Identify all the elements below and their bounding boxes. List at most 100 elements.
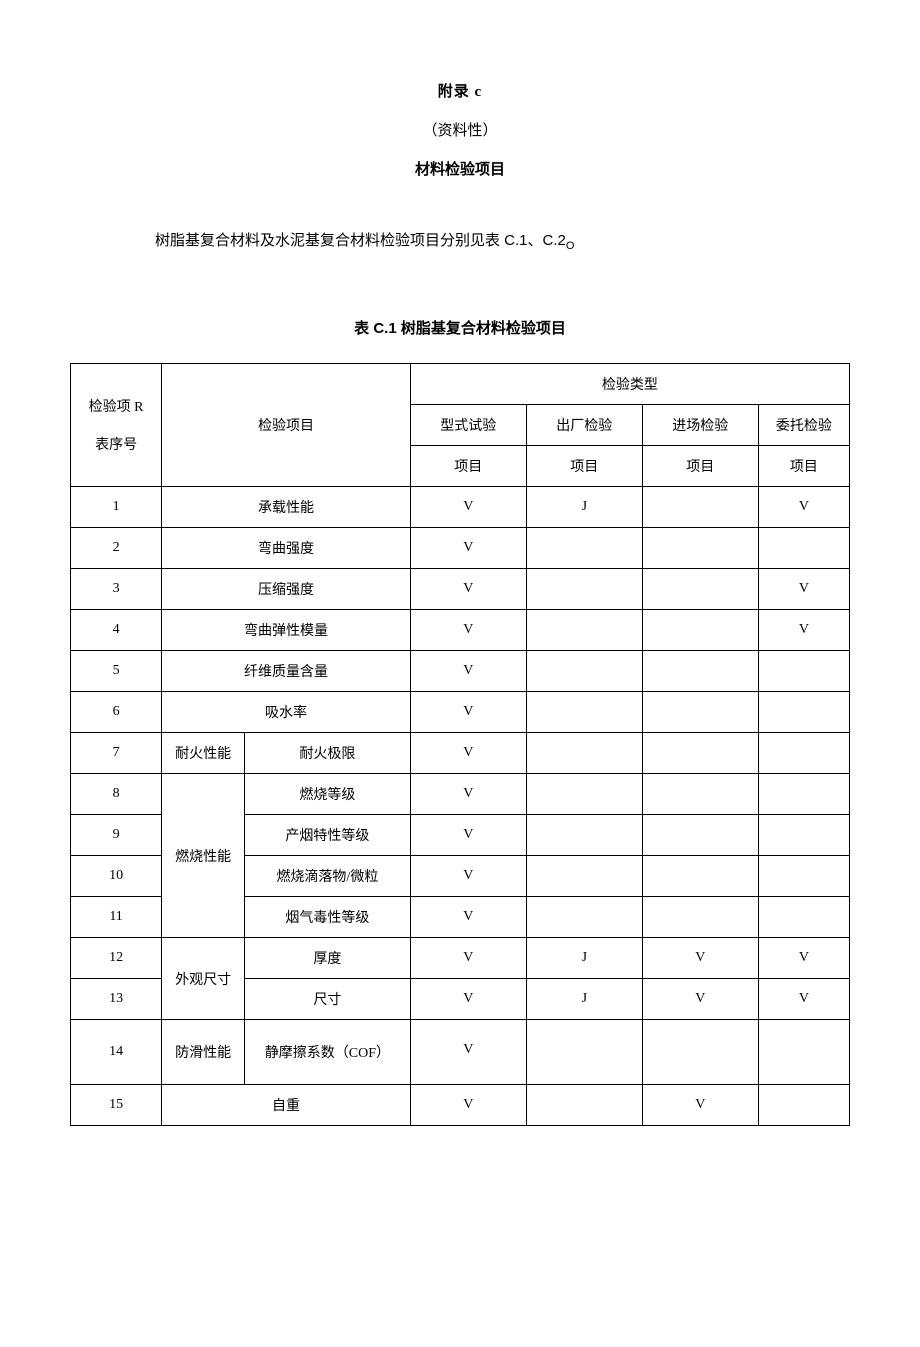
intro-paragraph: 树脂基复合材料及水泥基复合材料检验项目分别见表 C.1、C.2O <box>155 229 850 252</box>
cell-c4: V <box>758 569 849 610</box>
table-row: 1 承载性能 V J V <box>71 487 850 528</box>
cell-c4 <box>758 692 849 733</box>
cell-item: 耐火极限 <box>245 733 411 774</box>
cell-c3 <box>642 569 758 610</box>
header-seq: 检验项 R 表序号 <box>71 364 162 487</box>
table-row: 3 压缩强度 V V <box>71 569 850 610</box>
cell-item: 静摩擦系数（COF） <box>245 1020 411 1085</box>
cell-c4 <box>758 856 849 897</box>
cell-c3 <box>642 774 758 815</box>
cell-c3: V <box>642 938 758 979</box>
cell-item: 压缩强度 <box>162 569 411 610</box>
cell-c4 <box>758 733 849 774</box>
header-col2-line1: 出厂检验 <box>526 405 642 446</box>
cell-seq: 7 <box>71 733 162 774</box>
cell-c1: V <box>410 733 526 774</box>
cell-seq: 13 <box>71 979 162 1020</box>
cell-c4: V <box>758 487 849 528</box>
cell-group: 耐火性能 <box>162 733 245 774</box>
cell-c1: V <box>410 651 526 692</box>
cell-c4 <box>758 897 849 938</box>
header-col1-line2: 项目 <box>410 446 526 487</box>
cell-seq: 10 <box>71 856 162 897</box>
cell-c2 <box>526 651 642 692</box>
cell-c1: V <box>410 610 526 651</box>
cell-c4 <box>758 1020 849 1085</box>
cell-c2 <box>526 1085 642 1126</box>
section-title: 材料检验项目 <box>70 158 850 179</box>
cell-c3 <box>642 528 758 569</box>
cell-seq: 12 <box>71 938 162 979</box>
cell-c2: J <box>526 487 642 528</box>
cell-c3: V <box>642 1085 758 1126</box>
cell-item: 燃烧滴落物/微粒 <box>245 856 411 897</box>
table-row: 4 弯曲弹性模量 V V <box>71 610 850 651</box>
header-seq-line2: 表序号 <box>75 434 157 454</box>
header-col1-line1: 型式试验 <box>410 405 526 446</box>
cell-c2 <box>526 897 642 938</box>
header-col4-line1: 委托检验 <box>758 405 849 446</box>
cell-seq: 14 <box>71 1020 162 1085</box>
cell-c3 <box>642 897 758 938</box>
cell-c1: V <box>410 569 526 610</box>
cell-c3: V <box>642 979 758 1020</box>
cell-c1: V <box>410 938 526 979</box>
cell-c3 <box>642 1020 758 1085</box>
cell-seq: 9 <box>71 815 162 856</box>
intro-text-main: 树脂基复合材料及水泥基复合材料检验项目分别见表 C.1、C.2 <box>155 232 566 249</box>
cell-c1: V <box>410 528 526 569</box>
cell-seq: 4 <box>71 610 162 651</box>
cell-c4: V <box>758 979 849 1020</box>
cell-group: 燃烧性能 <box>162 774 245 938</box>
cell-c3 <box>642 610 758 651</box>
cell-c1: V <box>410 897 526 938</box>
cell-c2 <box>526 528 642 569</box>
cell-c3 <box>642 815 758 856</box>
cell-group: 防滑性能 <box>162 1020 245 1085</box>
cell-c4 <box>758 774 849 815</box>
header-seq-line1: 检验项 R <box>75 396 157 416</box>
cell-item: 吸水率 <box>162 692 411 733</box>
intro-text-sub: O <box>566 240 575 252</box>
cell-item: 尺寸 <box>245 979 411 1020</box>
cell-c2 <box>526 815 642 856</box>
cell-c1: V <box>410 692 526 733</box>
cell-c2 <box>526 569 642 610</box>
table-row: 6 吸水率 V <box>71 692 850 733</box>
cell-c3 <box>642 733 758 774</box>
cell-seq: 3 <box>71 569 162 610</box>
header-col2-line2: 项目 <box>526 446 642 487</box>
header-col3-line2: 项目 <box>642 446 758 487</box>
table-row: 15 自重 V V <box>71 1085 850 1126</box>
cell-c2: J <box>526 979 642 1020</box>
cell-c4: V <box>758 938 849 979</box>
header-col3-line1: 进场检验 <box>642 405 758 446</box>
cell-c2 <box>526 733 642 774</box>
cell-item: 产烟特性等级 <box>245 815 411 856</box>
cell-c2 <box>526 610 642 651</box>
cell-c2 <box>526 692 642 733</box>
cell-item: 弯曲弹性模量 <box>162 610 411 651</box>
header-type: 检验类型 <box>410 364 849 405</box>
cell-c3 <box>642 856 758 897</box>
cell-c1: V <box>410 774 526 815</box>
cell-c4 <box>758 815 849 856</box>
cell-c2 <box>526 856 642 897</box>
cell-seq: 5 <box>71 651 162 692</box>
cell-seq: 1 <box>71 487 162 528</box>
cell-c1: V <box>410 1020 526 1085</box>
cell-seq: 15 <box>71 1085 162 1126</box>
table-row: 8 燃烧性能 燃烧等级 V <box>71 774 850 815</box>
cell-item: 纤维质量含量 <box>162 651 411 692</box>
table-header-row-1: 检验项 R 表序号 检验项目 检验类型 <box>71 364 850 405</box>
cell-seq: 11 <box>71 897 162 938</box>
header-item: 检验项目 <box>162 364 411 487</box>
cell-c1: V <box>410 815 526 856</box>
cell-item: 烟气毒性等级 <box>245 897 411 938</box>
cell-item: 厚度 <box>245 938 411 979</box>
cell-seq: 8 <box>71 774 162 815</box>
cell-c1: V <box>410 487 526 528</box>
appendix-title: 附录 c <box>70 80 850 101</box>
cell-c1: V <box>410 979 526 1020</box>
cell-seq: 2 <box>71 528 162 569</box>
